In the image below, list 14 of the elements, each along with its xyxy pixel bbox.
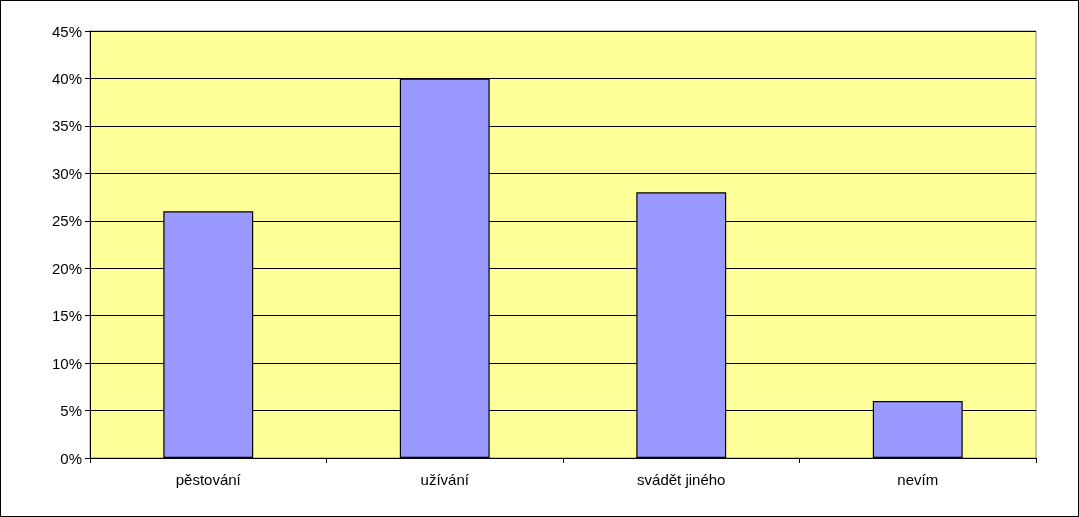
- y-tick-label: 45%: [51, 22, 82, 40]
- y-tick-label: 20%: [51, 259, 82, 277]
- x-tick-label: pěstování: [175, 471, 242, 488]
- x-tick-label: svádět jiného: [637, 471, 726, 488]
- y-tick-label: 5%: [60, 402, 82, 420]
- y-tick-label: 10%: [51, 354, 82, 372]
- y-tick-label: 40%: [51, 69, 82, 87]
- y-tick-label: 25%: [51, 212, 82, 230]
- y-tick-label: 0%: [60, 449, 82, 467]
- y-tick-label: 30%: [51, 164, 82, 182]
- x-tick-label: nevím: [897, 471, 939, 488]
- y-tick-label: 35%: [51, 117, 82, 135]
- y-tick-label: 15%: [51, 307, 82, 325]
- x-tick-label: užívání: [420, 471, 470, 488]
